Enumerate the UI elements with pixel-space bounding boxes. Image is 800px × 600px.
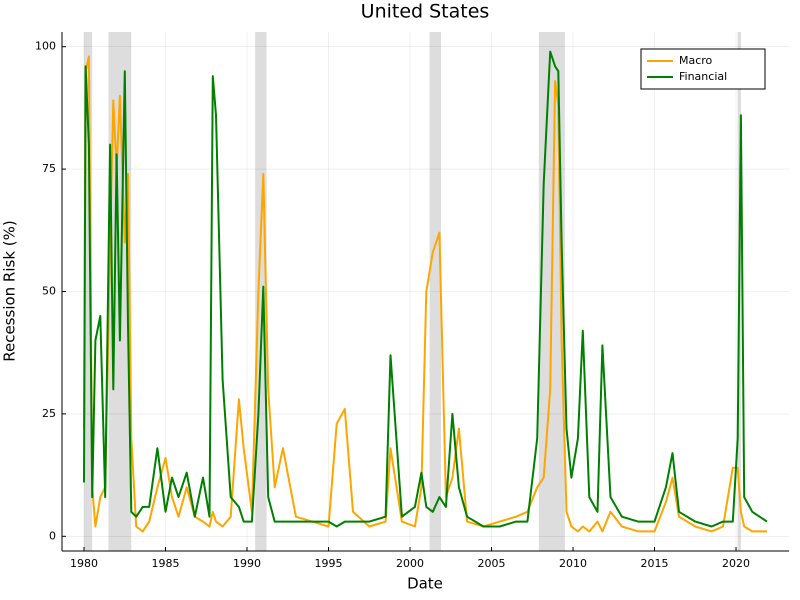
x-tick-label: 2015: [641, 557, 669, 570]
x-tick-label: 1995: [315, 557, 343, 570]
x-tick-label: 2005: [478, 557, 506, 570]
y-axis-label: Recession Risk (%): [1, 220, 19, 362]
x-tick-label: 1990: [233, 557, 261, 570]
x-tick-label: 2010: [559, 557, 587, 570]
y-tick-label: 0: [49, 529, 56, 542]
recession-band: [84, 32, 93, 551]
x-axis-label: Date: [407, 575, 443, 593]
series-line: [83, 50, 768, 528]
x-tick-label: 2000: [396, 557, 424, 570]
legend-box: [640, 48, 766, 90]
series-line: [83, 55, 767, 533]
x-tick-label: 1980: [70, 557, 98, 570]
recession-band: [255, 32, 267, 551]
y-tick-label: 25: [42, 407, 56, 420]
y-tick-label: 75: [42, 162, 56, 175]
y-tick-label: 100: [35, 40, 56, 53]
y-tick-label: 50: [42, 285, 56, 298]
x-tick-label: 1985: [152, 557, 180, 570]
chart-title: United States: [361, 1, 490, 23]
legend-label: Macro: [679, 54, 713, 67]
x-tick-label: 2020: [722, 557, 750, 570]
recession-band: [429, 32, 441, 551]
legend-label: Financial: [679, 70, 727, 83]
